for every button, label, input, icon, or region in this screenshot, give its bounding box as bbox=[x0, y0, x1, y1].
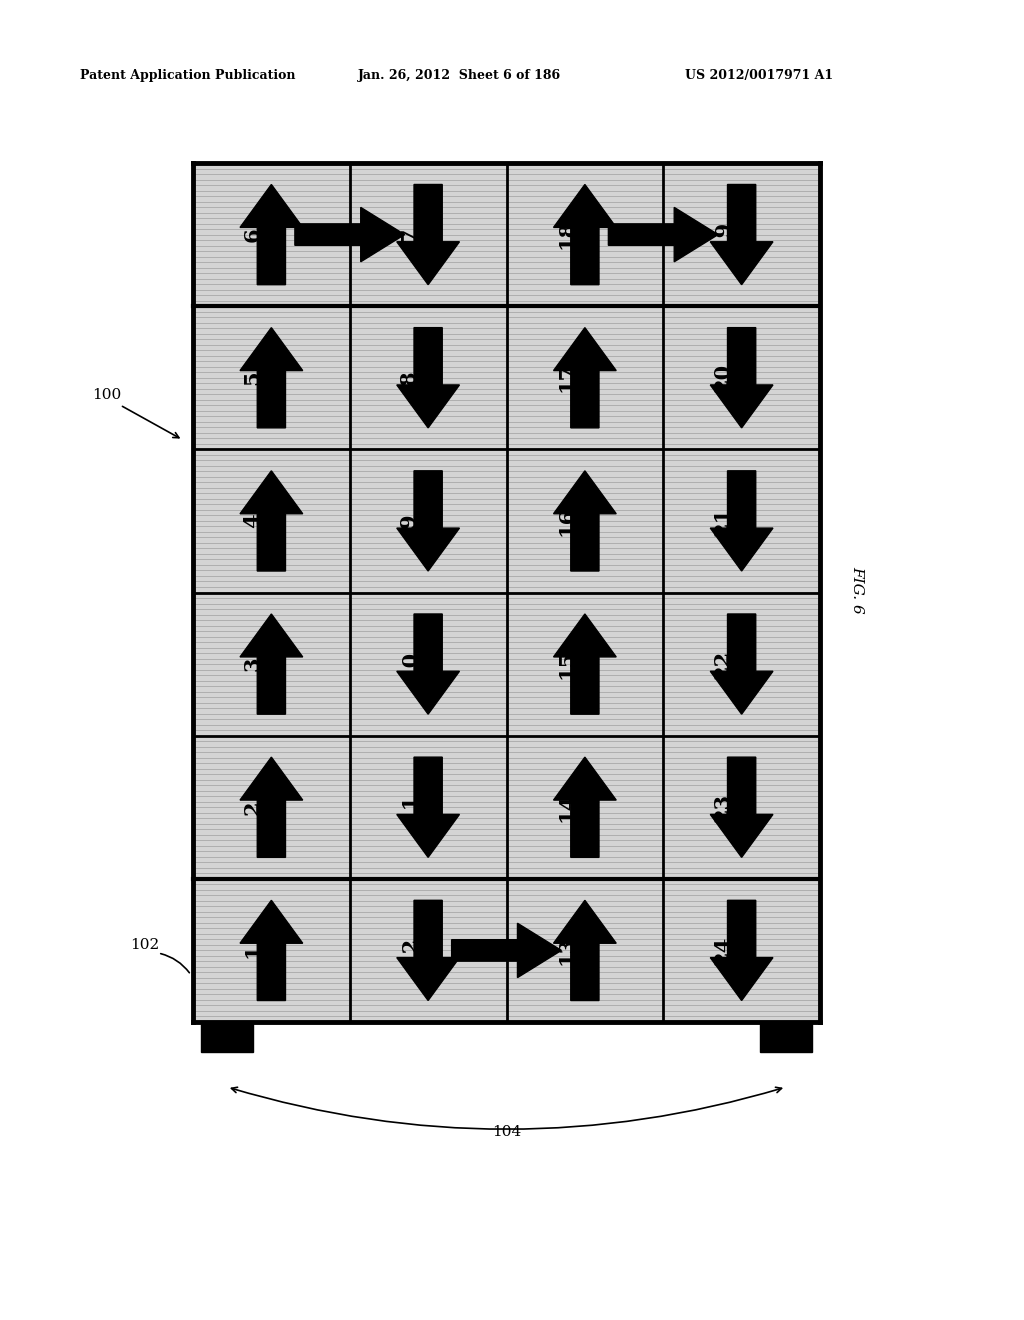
Bar bbox=[193, 735, 350, 879]
FancyArrow shape bbox=[711, 185, 773, 285]
Bar bbox=[507, 162, 664, 306]
Text: 8: 8 bbox=[399, 371, 419, 385]
Text: 7: 7 bbox=[399, 227, 419, 242]
Bar bbox=[664, 162, 820, 306]
FancyArrow shape bbox=[608, 207, 718, 261]
Text: 24: 24 bbox=[713, 936, 733, 965]
FancyArrow shape bbox=[240, 614, 303, 714]
Text: Patent Application Publication: Patent Application Publication bbox=[80, 69, 296, 82]
Text: 6: 6 bbox=[243, 227, 262, 242]
Bar bbox=[350, 593, 507, 735]
Bar bbox=[507, 306, 664, 449]
FancyArrow shape bbox=[396, 185, 460, 285]
Bar bbox=[201, 1022, 253, 1052]
Bar bbox=[664, 306, 820, 449]
Text: 21: 21 bbox=[713, 507, 733, 536]
Text: Jan. 26, 2012  Sheet 6 of 186: Jan. 26, 2012 Sheet 6 of 186 bbox=[358, 69, 561, 82]
Bar bbox=[193, 162, 350, 306]
FancyArrow shape bbox=[711, 614, 773, 714]
Bar bbox=[350, 162, 507, 306]
FancyArrow shape bbox=[240, 471, 303, 572]
FancyArrow shape bbox=[240, 185, 303, 285]
FancyArrow shape bbox=[554, 900, 616, 1001]
FancyArrow shape bbox=[240, 327, 303, 428]
Bar bbox=[507, 449, 664, 593]
FancyArrow shape bbox=[554, 327, 616, 428]
FancyArrow shape bbox=[711, 327, 773, 428]
Bar bbox=[193, 306, 350, 449]
Text: 102: 102 bbox=[130, 939, 160, 952]
Bar bbox=[193, 449, 350, 593]
Text: 11: 11 bbox=[399, 792, 419, 822]
FancyArrow shape bbox=[711, 758, 773, 858]
Bar bbox=[664, 879, 820, 1022]
Bar bbox=[507, 735, 664, 879]
Bar bbox=[350, 735, 507, 879]
Bar bbox=[760, 1022, 812, 1052]
FancyArrow shape bbox=[240, 900, 303, 1001]
FancyArrow shape bbox=[295, 207, 404, 261]
Text: 19: 19 bbox=[713, 220, 733, 249]
Text: FIG. 6: FIG. 6 bbox=[850, 566, 864, 614]
Text: 17: 17 bbox=[556, 363, 577, 392]
Text: 18: 18 bbox=[556, 220, 577, 249]
FancyArrow shape bbox=[396, 471, 460, 572]
FancyArrow shape bbox=[554, 614, 616, 714]
Text: 10: 10 bbox=[399, 649, 419, 678]
Text: 14: 14 bbox=[556, 792, 577, 822]
Text: 104: 104 bbox=[492, 1125, 521, 1139]
FancyArrow shape bbox=[240, 758, 303, 858]
Text: 15: 15 bbox=[556, 649, 577, 678]
FancyArrow shape bbox=[711, 471, 773, 572]
Bar bbox=[350, 449, 507, 593]
Bar bbox=[350, 306, 507, 449]
FancyArrow shape bbox=[711, 900, 773, 1001]
FancyArrow shape bbox=[554, 185, 616, 285]
Text: 23: 23 bbox=[713, 793, 733, 822]
FancyArrow shape bbox=[554, 471, 616, 572]
FancyArrow shape bbox=[396, 758, 460, 858]
Text: 16: 16 bbox=[556, 507, 577, 536]
Bar bbox=[507, 879, 664, 1022]
Text: US 2012/0017971 A1: US 2012/0017971 A1 bbox=[685, 69, 834, 82]
Text: 5: 5 bbox=[243, 371, 262, 385]
FancyArrow shape bbox=[396, 327, 460, 428]
Bar bbox=[664, 593, 820, 735]
FancyArrow shape bbox=[554, 758, 616, 858]
FancyArrow shape bbox=[452, 923, 561, 978]
Bar bbox=[507, 593, 664, 735]
FancyArrow shape bbox=[396, 614, 460, 714]
Text: 100: 100 bbox=[92, 388, 121, 403]
Bar bbox=[193, 879, 350, 1022]
FancyArrow shape bbox=[396, 900, 460, 1001]
Text: 1: 1 bbox=[243, 942, 262, 958]
Text: 12: 12 bbox=[399, 936, 419, 965]
Text: 3: 3 bbox=[243, 657, 262, 672]
Text: 20: 20 bbox=[713, 363, 733, 392]
Text: 13: 13 bbox=[556, 936, 577, 965]
Text: 4: 4 bbox=[243, 513, 262, 528]
Bar bbox=[193, 593, 350, 735]
Text: 2: 2 bbox=[243, 800, 262, 814]
Text: 9: 9 bbox=[399, 513, 419, 528]
Bar bbox=[350, 879, 507, 1022]
Bar bbox=[664, 735, 820, 879]
Bar bbox=[664, 449, 820, 593]
Text: 22: 22 bbox=[713, 649, 733, 678]
